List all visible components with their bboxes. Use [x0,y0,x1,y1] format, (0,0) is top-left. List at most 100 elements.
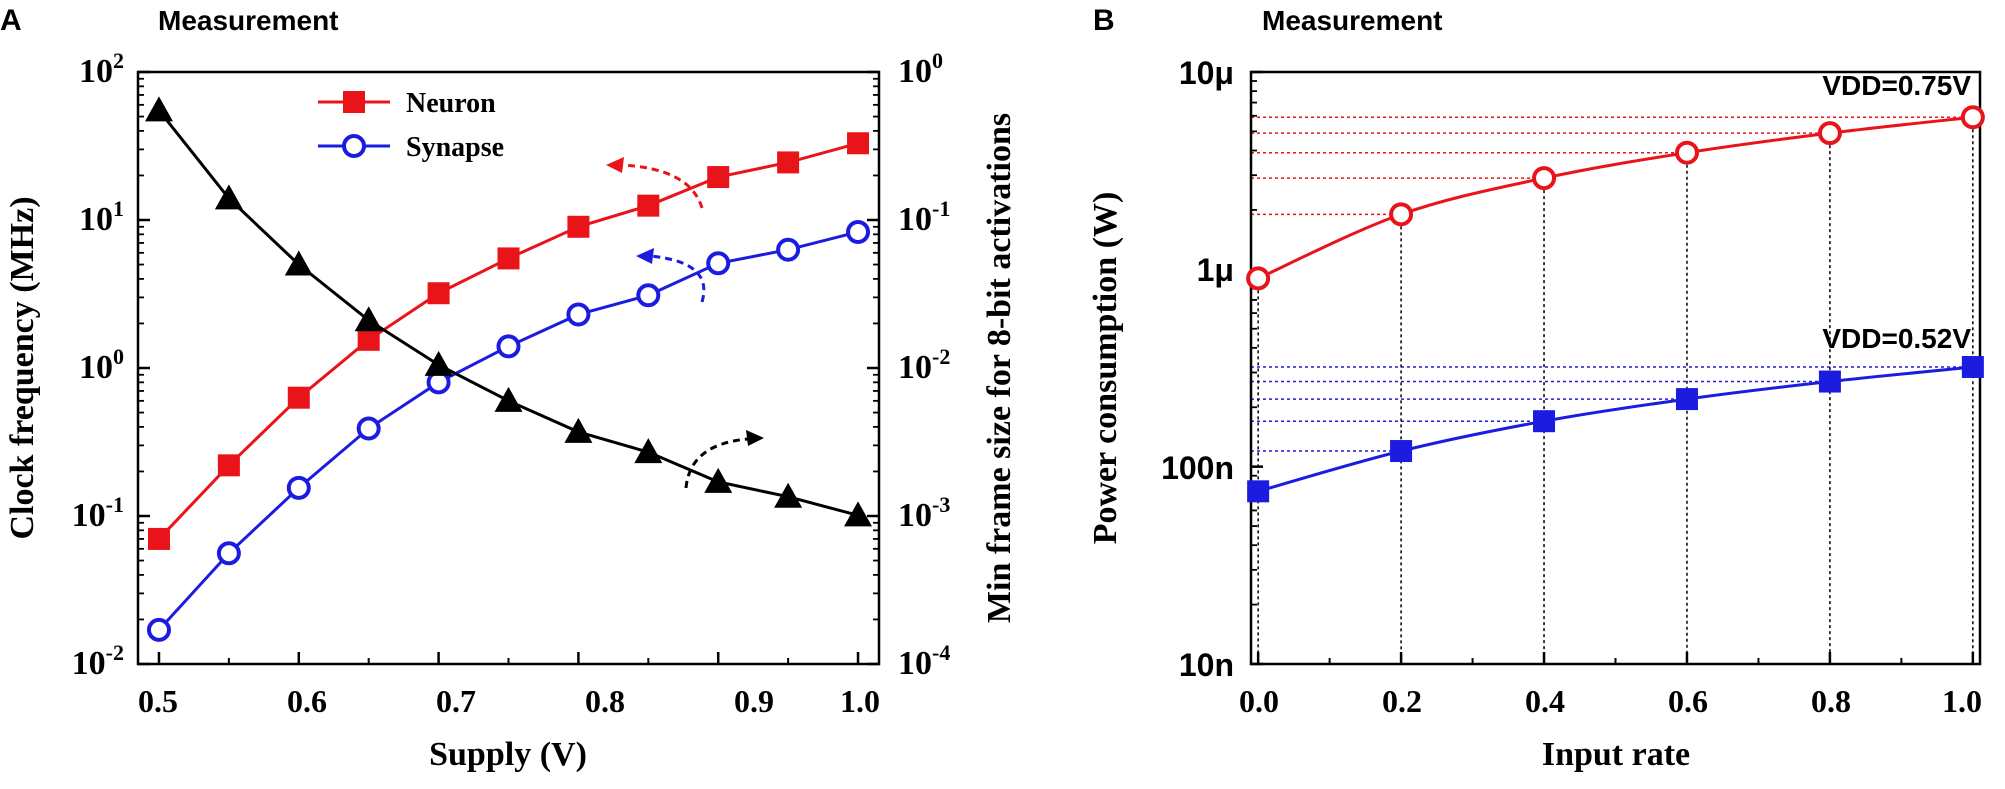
data-point-min-frame-size [284,250,313,276]
data-point-min-frame-size [144,96,173,122]
data-point-vdd-0-52v [1818,370,1841,393]
panel-a-plot-frame [136,70,881,666]
data-point-synapse [846,219,871,244]
panel-a-y2-axis-label: Min frame size for 8-bit activations [981,113,1018,623]
panel-label-b: B [1093,4,1115,37]
panel-a-x-tick-label: 0.8 [585,683,625,719]
data-point-min-frame-size [214,184,243,210]
panel-b-y-tick-label: 10n [1179,647,1234,683]
panel-b: B Measurement 0.0 0.2 0.4 0.6 0.8 1.0 In… [1087,4,1985,773]
data-point-vdd-0-75v [1674,140,1699,165]
legend-marker-synapse [342,134,366,158]
panel-a-y-tick-label: 101 [79,196,124,238]
data-point-min-frame-size [424,350,453,376]
panel-b-x-tick-label: 1.0 [1942,683,1982,719]
panel-b-plot-frame [1249,70,1982,666]
panel-b-y-tick-label: 1μ [1197,252,1234,288]
red-arrowhead [606,157,624,173]
panel-a-y2-ticks [867,70,879,666]
legend-label-synapse: Synapse [406,132,504,163]
data-point-vdd-0-75v [1817,121,1842,146]
data-point-min-frame-size [564,417,593,443]
panel-a-y2-tick-label: 10-4 [898,640,950,682]
panel-a-y-tick-label: 102 [79,48,124,90]
data-point-min-frame-size [634,438,663,464]
panel-a-y2-tick-labels: 100 10-1 10-2 10-3 10-4 [898,48,950,682]
data-point-neuron [427,282,450,305]
data-point-synapse [566,302,591,327]
panel-a-x-tick-label: 0.9 [734,683,774,719]
data-point-synapse [286,475,311,500]
panel-a-title: Measurement [158,5,339,36]
data-point-neuron [567,215,590,238]
panel-b-series [1246,105,1985,503]
panel-a-y-tick-label: 10-2 [72,640,124,682]
panel-a-x-tick-label: 0.6 [287,683,327,719]
data-point-vdd-0-75v [1246,266,1271,291]
panel-a-x-tick-label: 0.7 [436,683,476,719]
panel-b-x-tick-label: 0.4 [1525,683,1565,719]
data-point-min-frame-size [844,501,873,527]
data-point-synapse [356,416,381,441]
panel-a-x-axis-label: Supply (V) [429,736,587,773]
panel-a-y2-tick-label: 10-3 [898,492,950,534]
data-point-vdd-0-52v [1961,355,1984,378]
panel-a-y-tick-label: 10-1 [72,492,124,534]
blue-arrowhead [636,248,654,264]
legend-label-neuron: Neuron [406,88,496,119]
black-right-axis-arrow [684,437,749,489]
panel-a-y2-tick-label: 10-2 [898,344,950,386]
panel-a-legend: Neuron Synapse [318,88,504,163]
data-point-vdd-0-52v [1390,440,1413,463]
data-point-neuron [637,194,660,217]
panel-b-guide-lines [1251,116,1974,664]
data-point-neuron [777,151,800,174]
panel-b-y-tick-label: 100n [1161,450,1234,486]
data-point-min-frame-size [704,467,733,493]
series-line-vdd-0-52v [1257,365,1974,493]
data-point-neuron [147,527,170,550]
data-point-vdd-0-75v [1532,166,1557,191]
panel-a-y2-tick-label: 100 [898,48,943,90]
data-point-min-frame-size [774,482,803,508]
panel-b-x-ticks [1256,652,1975,664]
panel-b-x-tick-label: 0.8 [1811,683,1851,719]
panel-a-y-tick-labels: 102 101 100 10-1 10-2 [72,48,124,682]
panel-b-y-ticks [1251,70,1263,666]
data-point-neuron [217,454,240,477]
data-point-synapse [496,334,521,359]
panel-b-x-tick-label: 0.0 [1239,683,1279,719]
panel-a: A Measurement 0.5 0.6 0.7 0.8 0.9 1.0 Su… [0,4,1018,773]
panel-b-y-tick-label: 10μ [1179,55,1234,91]
panel-a-axis-arrows [606,157,764,489]
red-left-axis-arrow [619,163,704,209]
panel-b-x-axis-label: Input rate [1542,736,1690,773]
data-point-neuron [357,328,380,351]
panel-a-y-ticks [138,70,150,666]
data-point-vdd-0-75v [1389,202,1414,227]
panel-a-y-axis-label: Clock frequency (MHz) [4,196,41,539]
panel-a-series [144,96,873,642]
data-point-synapse [706,251,731,276]
data-point-neuron [707,166,730,189]
data-point-vdd-0-52v [1247,480,1270,503]
panel-b-x-tick-label: 0.2 [1382,683,1422,719]
black-arrowhead [746,430,764,446]
data-point-synapse [776,237,801,262]
panel-a-y-tick-label: 100 [79,344,124,386]
data-point-synapse [636,283,661,308]
series-line-vdd-0-75v [1257,115,1974,280]
panel-a-x-ticks [157,652,860,664]
panel-a-y2-tick-label: 10-1 [898,196,950,238]
data-point-min-frame-size [494,386,523,412]
data-point-min-frame-size [354,306,383,332]
legend-marker-neuron [343,91,365,113]
series-label-vdd-075: VDD=0.75V [1822,70,1971,101]
data-point-vdd-0-75v [1960,105,1985,130]
panel-label-a: A [0,4,22,37]
series-label-vdd-052: VDD=0.52V [1822,323,1971,354]
data-point-neuron [287,386,310,409]
data-point-vdd-0-52v [1533,410,1556,433]
data-point-synapse [216,541,241,566]
